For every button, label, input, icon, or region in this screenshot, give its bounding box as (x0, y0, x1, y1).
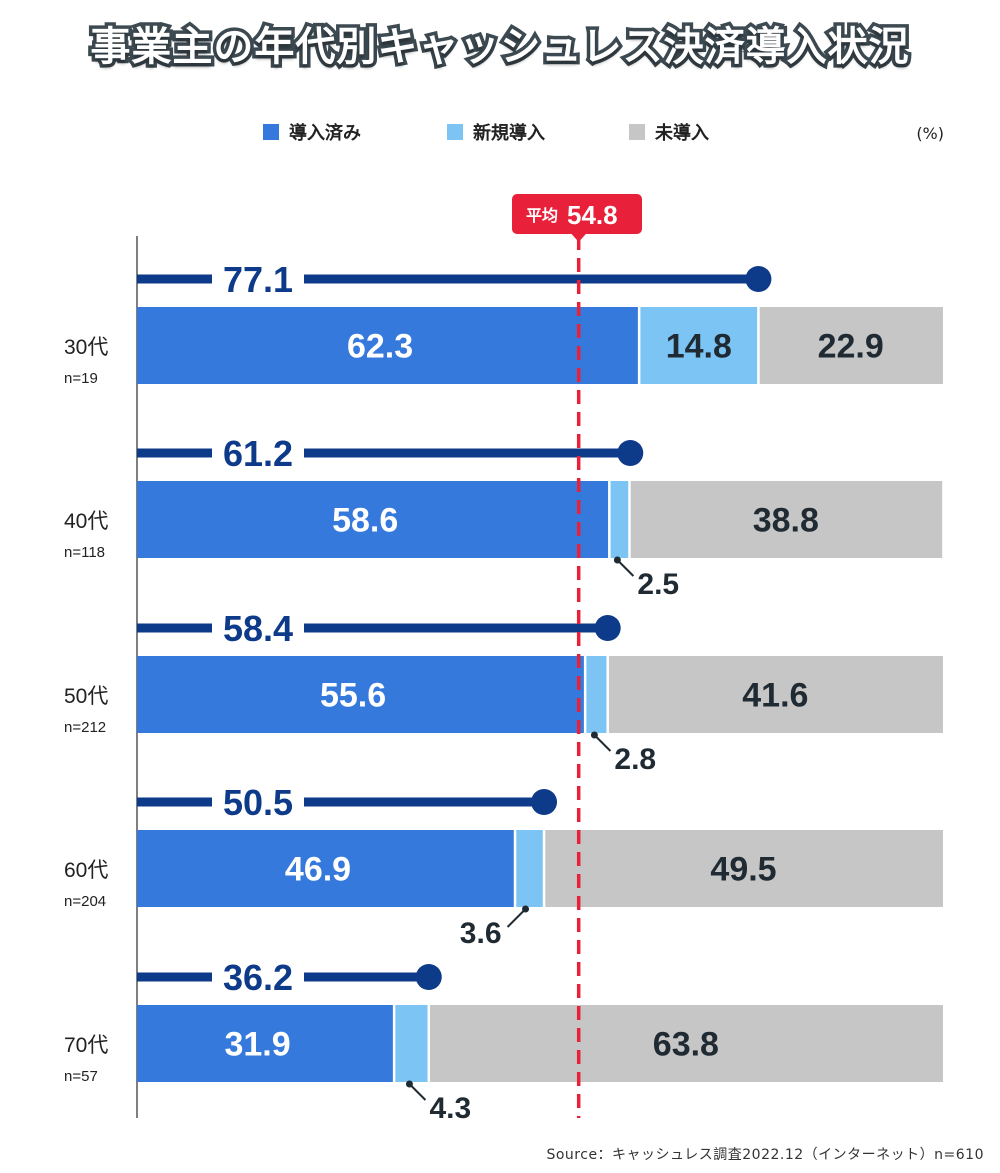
unit-label: (%) (916, 124, 944, 143)
total-dot-row-2 (617, 440, 644, 466)
value-label-2-row-4: 3.6 (460, 917, 502, 950)
sample-size-label-5: n=57 (64, 1068, 98, 1085)
legend-label-1: 導入済み (289, 122, 361, 143)
legend-label-3: 未導入 (655, 122, 709, 143)
bar-1-row-3 (137, 656, 586, 733)
total-line-row-2 (137, 448, 631, 458)
bar-2-row-4 (515, 830, 545, 907)
total-label-bg-row-5 (212, 957, 304, 997)
chart-title: 事業主の年代別キャッシュレス決済導入状況 (87, 21, 912, 74)
sample-size-label-3: n=212 (64, 719, 106, 736)
bar-3-row-2 (629, 481, 943, 558)
bar-1-row-2 (137, 481, 610, 558)
bar-1-row-5 (137, 1005, 395, 1082)
value-label-1-row-1: 62.3 (347, 328, 413, 366)
total-dot-row-4 (531, 789, 558, 815)
legend-swatch-1 (263, 124, 279, 140)
legend-swatch-3 (629, 124, 645, 140)
total-line-row-1 (137, 274, 759, 284)
bar-2-row-1 (639, 307, 759, 384)
value-label-2-row-2: 2.5 (637, 568, 679, 601)
total-label-bg-row-2 (212, 433, 304, 473)
value-label-1-row-5: 31.9 (224, 1026, 290, 1064)
bar-2-row-5 (394, 1005, 429, 1082)
category-label-4: 60代 (64, 859, 108, 882)
bar-1-row-4 (137, 830, 516, 907)
total-label-row-2: 61.2 (223, 433, 293, 474)
leader-line-row-3 (593, 734, 612, 752)
sample-size-label-1: n=19 (64, 370, 98, 387)
average-badge-label: 平均 (526, 206, 558, 225)
category-label-1: 30代 (64, 336, 108, 359)
category-label-5: 70代 (64, 1034, 108, 1057)
source-note: Source：キャッシュレス調査2022.12（インターネット）n=610 (546, 1147, 984, 1163)
value-label-1-row-2: 58.6 (332, 502, 398, 540)
value-label-2-row-1: 14.8 (666, 328, 732, 366)
value-label-3-row-4: 49.5 (710, 851, 776, 889)
value-label-3-row-3: 41.6 (742, 677, 808, 715)
category-label-2: 40代 (64, 510, 108, 533)
leader-line-row-2 (616, 559, 635, 577)
bar-2-row-2 (609, 481, 630, 558)
value-label-2-row-5: 4.3 (429, 1092, 471, 1125)
average-badge-pointer (570, 233, 587, 242)
value-label-1-row-4: 46.9 (285, 851, 351, 889)
value-label-2-row-3: 2.8 (614, 743, 656, 776)
value-label-3-row-5: 63.8 (653, 1026, 719, 1064)
total-dot-row-1 (745, 266, 772, 292)
total-dot-row-3 (594, 615, 621, 641)
legend-label-2: 新規導入 (473, 122, 545, 143)
total-line-row-3 (137, 623, 608, 633)
total-label-row-4: 50.5 (223, 782, 293, 823)
bar-3-row-3 (607, 656, 943, 733)
value-label-1-row-3: 55.6 (320, 677, 386, 715)
bar-3-row-1 (758, 307, 943, 384)
bar-3-row-5 (428, 1005, 944, 1082)
total-dot-row-5 (415, 964, 442, 990)
sample-size-label-2: n=118 (64, 544, 105, 561)
leader-line-row-5 (408, 1083, 427, 1101)
leader-line-row-4 (506, 908, 527, 928)
total-label-row-1: 77.1 (223, 259, 293, 300)
value-label-3-row-2: 38.8 (753, 502, 819, 540)
bar-2-row-3 (585, 656, 608, 733)
total-line-row-4 (137, 797, 545, 807)
legend-swatch-2 (447, 124, 463, 140)
total-label-bg-row-4 (212, 782, 304, 822)
average-badge (512, 194, 642, 234)
total-label-bg-row-3 (212, 608, 304, 648)
total-label-row-5: 36.2 (223, 957, 293, 998)
category-label-3: 50代 (64, 685, 108, 708)
average-badge-value: 54.8 (567, 200, 618, 230)
total-label-bg-row-1 (212, 259, 304, 299)
value-label-3-row-1: 22.9 (818, 328, 884, 366)
sample-size-label-4: n=204 (64, 893, 106, 910)
total-label-row-3: 58.4 (223, 608, 293, 649)
bar-3-row-4 (544, 830, 943, 907)
bar-1-row-1 (137, 307, 640, 384)
